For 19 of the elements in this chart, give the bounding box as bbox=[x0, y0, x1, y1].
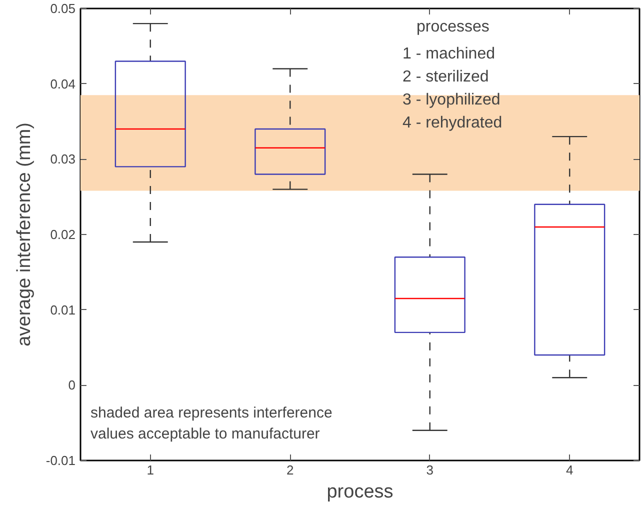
annotation: processes bbox=[416, 18, 490, 36]
y-tick-label: 0.04 bbox=[50, 76, 76, 92]
y-tick-label: 0.03 bbox=[50, 152, 76, 167]
y-tick-label: 0.05 bbox=[50, 1, 76, 16]
y-tick-label: 0 bbox=[68, 378, 76, 393]
x-tick-label: 4 bbox=[566, 462, 574, 478]
x-tick-label: 1 bbox=[146, 462, 154, 478]
y-axis-title: average interference (mm) bbox=[14, 122, 35, 346]
x-axis-title: process bbox=[326, 482, 394, 502]
annotation: 2 - sterilized bbox=[402, 68, 489, 86]
annotation: 1 - machined bbox=[402, 46, 495, 62]
y-tick-label: 0.02 bbox=[50, 227, 76, 242]
annotation: 4 - rehydrated bbox=[402, 114, 502, 132]
annotation: 3 - lyophilized bbox=[402, 92, 500, 108]
y-tick-label: 0.01 bbox=[50, 302, 76, 318]
x-tick-label: 3 bbox=[426, 462, 434, 478]
y-tick-label: -0.01 bbox=[46, 453, 76, 468]
annotation: shaded area represents interference values acceptable to manufacturer bbox=[90, 404, 332, 442]
x-tick-label: 2 bbox=[286, 462, 294, 478]
